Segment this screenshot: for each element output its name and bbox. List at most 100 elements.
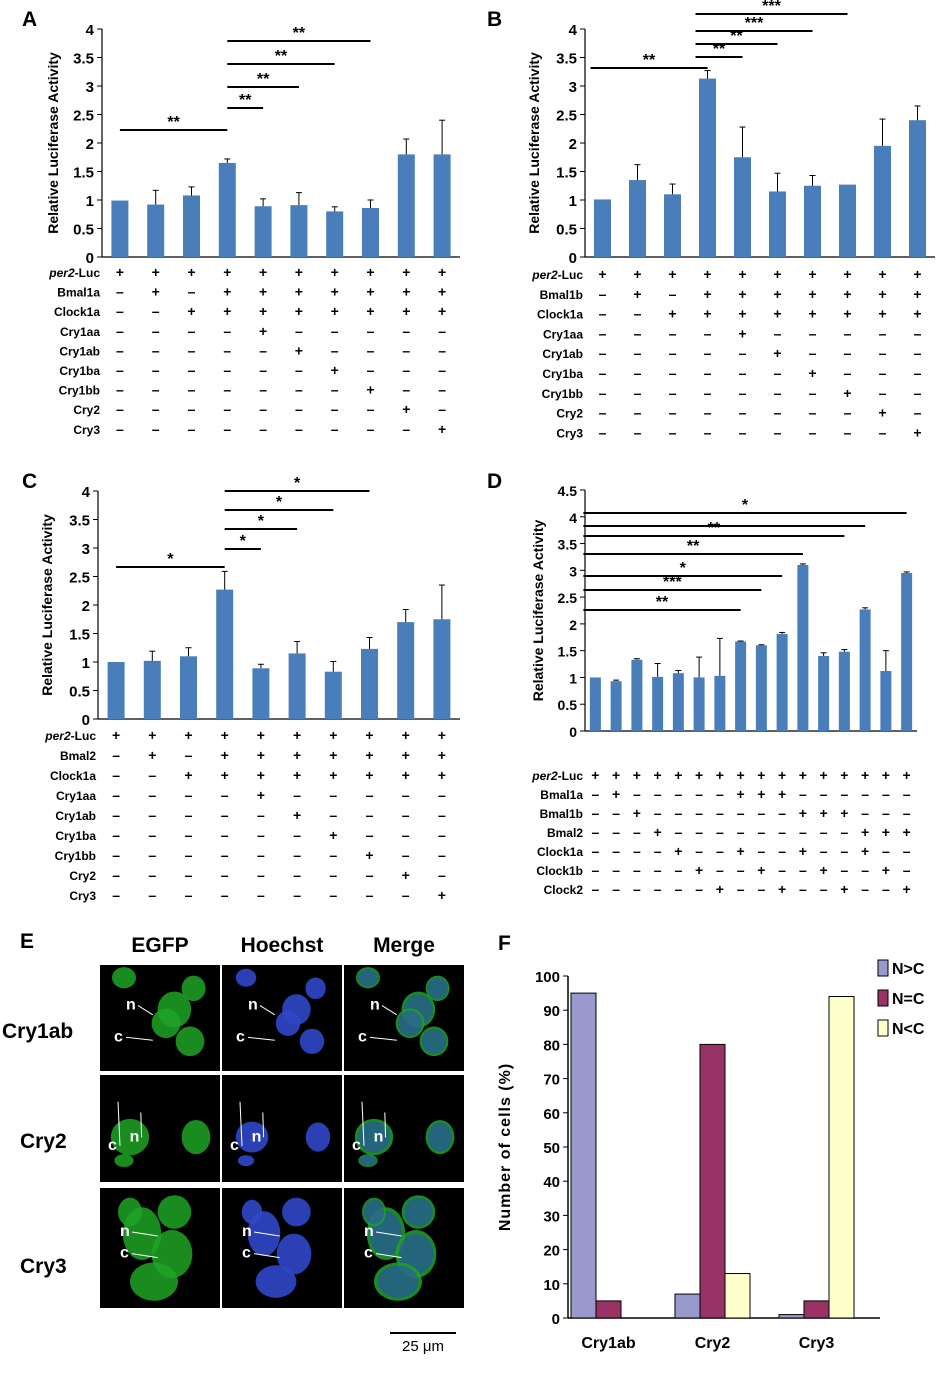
column-header-merge: Merge (373, 934, 435, 957)
design-cell: – (774, 325, 782, 341)
design-row-label: Clock1a (54, 305, 100, 319)
design-cell: + (695, 862, 703, 878)
design-cell: – (148, 767, 156, 783)
y-tick-label: 3 (86, 79, 94, 96)
design-cell: + (329, 827, 337, 843)
design-cell: – (112, 767, 120, 783)
y-axis-label: Relative Luciferase Activity (39, 514, 55, 696)
design-cell: + (738, 266, 746, 282)
significance-label: * (167, 551, 174, 568)
panel-e-label: E (20, 930, 35, 953)
y-tick-label: 60 (543, 1106, 560, 1123)
row-header-cry3: Cry3 (20, 1255, 67, 1278)
bar (252, 668, 270, 719)
design-cell: + (402, 727, 410, 743)
design-cell: – (599, 286, 607, 302)
panel-label: A (22, 8, 37, 31)
design-cell: – (757, 805, 765, 821)
design-cell: + (365, 747, 373, 763)
y-tick-label: 0 (569, 724, 577, 740)
design-cell: – (695, 824, 703, 840)
egfp-blob (181, 975, 206, 1002)
design-cell: – (223, 401, 231, 417)
panel-f: F 0 10 20 30 40 50 60 70 80 90 100 Number of cells (… (480, 920, 946, 1374)
hoechst-blob (305, 977, 326, 1000)
design-cell: – (882, 786, 890, 802)
design-cell: – (329, 847, 337, 863)
design-cell: – (295, 401, 303, 417)
design-cell: – (914, 405, 922, 421)
egfp-blob (181, 1119, 211, 1155)
design-cell: – (402, 787, 410, 803)
design-row-label-suffix: -Luc (558, 769, 584, 783)
design-cell: – (809, 385, 817, 401)
design-cell: + (878, 306, 886, 322)
design-cell: + (703, 266, 711, 282)
design-cell: – (634, 405, 642, 421)
design-cell: – (438, 807, 446, 823)
design-cell: + (668, 306, 676, 322)
design-cell: + (861, 824, 869, 840)
design-cell: – (185, 887, 193, 903)
design-cell: – (152, 401, 160, 417)
y-tick-label: 2.5 (73, 108, 94, 125)
design-cell: + (366, 264, 374, 280)
y-tick-label: 100 (535, 969, 560, 986)
design-cell: – (882, 843, 890, 859)
bar (180, 656, 197, 719)
design-cell: – (116, 342, 124, 358)
design-cell: – (295, 362, 303, 378)
design-cell: – (879, 365, 887, 381)
design-row-label: Cry1bb (55, 849, 96, 863)
design-cell: + (878, 266, 886, 282)
design-cell: – (704, 424, 712, 440)
y-tick-label: 3 (569, 79, 577, 96)
design-cell: – (152, 421, 160, 437)
design-cell: – (188, 401, 196, 417)
y-tick-label: 80 (543, 1037, 560, 1054)
x-tick-label: Cry1ab (581, 1335, 635, 1352)
design-cell: – (695, 843, 703, 859)
design-cell: – (612, 824, 620, 840)
x-tick-label: Cry3 (799, 1335, 835, 1352)
design-cell: – (695, 805, 703, 821)
design-cell: – (402, 847, 410, 863)
design-cell: – (844, 424, 852, 440)
design-cell: + (221, 767, 229, 783)
design-cell: – (879, 385, 887, 401)
design-cell: – (329, 787, 337, 803)
design-cell: + (843, 286, 851, 302)
design-cell: + (329, 767, 337, 783)
design-cell: – (438, 847, 446, 863)
design-cell: – (295, 421, 303, 437)
bar (288, 653, 306, 719)
significance-label: * (742, 497, 749, 514)
micrograph-image: nc (235, 968, 326, 1054)
design-cell: – (438, 323, 446, 339)
egfp-blob (175, 1026, 205, 1057)
design-cell: + (757, 786, 765, 802)
significance-label: * (258, 513, 265, 530)
design-row-label: Cry1aa (56, 789, 96, 803)
design-cell: – (591, 805, 599, 821)
significance-label: ** (656, 594, 669, 611)
design-cell: + (840, 805, 848, 821)
design-cell: – (152, 382, 160, 398)
design-row-label: Clock1b (536, 864, 583, 878)
design-cell: – (293, 847, 301, 863)
panel-label: D (487, 470, 502, 493)
design-cell: – (331, 323, 339, 339)
design-cell: – (112, 867, 120, 883)
bar (797, 564, 809, 731)
design-cell: – (402, 887, 410, 903)
design-cell: + (882, 824, 890, 840)
bar (828, 996, 855, 1319)
design-cell: + (331, 264, 339, 280)
design-cell: – (633, 824, 641, 840)
design-cell: – (633, 786, 641, 802)
design-cell: + (438, 264, 446, 280)
bar (147, 204, 165, 257)
legend-swatch (877, 989, 889, 1007)
